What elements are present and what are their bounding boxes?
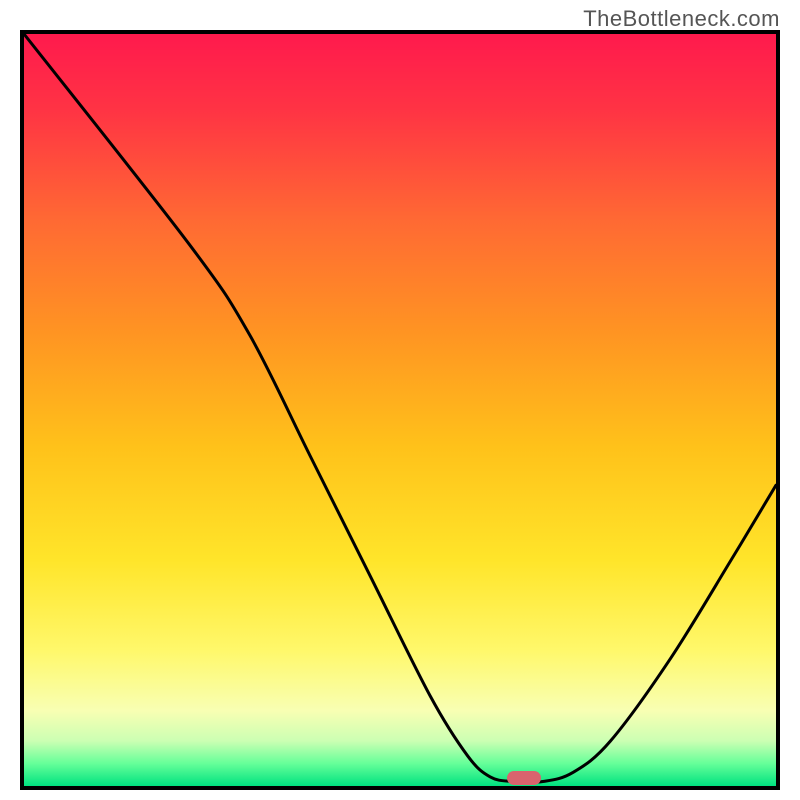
bottleneck-curve — [24, 34, 776, 786]
curve-path — [24, 34, 776, 782]
watermark-text: TheBottleneck.com — [583, 6, 780, 32]
optimal-marker — [507, 771, 541, 785]
plot-frame — [20, 30, 780, 790]
